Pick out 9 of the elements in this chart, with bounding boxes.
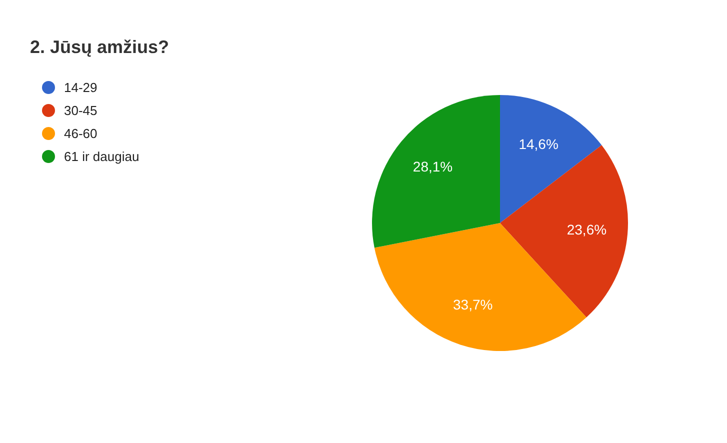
data-label: 23,6%: [566, 222, 607, 238]
legend-label: 46-60: [64, 126, 98, 141]
legend-label: 30-45: [64, 103, 98, 118]
legend-label: 61 ir daugiau: [64, 149, 140, 164]
legend-label: 14-29: [64, 80, 98, 95]
data-label: 33,7%: [452, 296, 493, 313]
data-label: 28,1%: [412, 158, 453, 175]
chart-title: 2. Jūsų amžius?: [30, 37, 170, 58]
data-label: 14,6%: [518, 136, 558, 152]
